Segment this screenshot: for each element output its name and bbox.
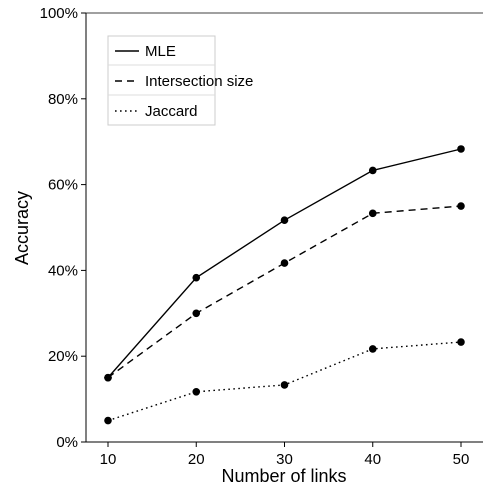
data-point-mle (192, 273, 201, 282)
legend-label-intersection-size: Intersection size (145, 73, 253, 90)
y-tick-label: 100% (40, 5, 78, 22)
data-point-intersection-size (104, 373, 112, 382)
legend-label-mle: MLE (145, 43, 176, 60)
data-point-jaccard (280, 381, 289, 389)
legend: MLE Intersection size Jaccard (107, 35, 253, 126)
data-point-intersection-size (192, 309, 201, 318)
legend-frame (107, 35, 216, 126)
series-points (104, 145, 465, 425)
data-point-intersection-size (457, 202, 465, 210)
y-tick-label: 40% (48, 262, 78, 279)
x-tick-label: 20 (188, 451, 205, 468)
y-tick-label: 20% (48, 348, 78, 365)
x-tick-label: 10 (100, 451, 117, 468)
x-axis-ticks: 10 20 30 40 50 (100, 442, 470, 468)
y-tick-label: 0% (56, 434, 78, 451)
data-point-jaccard (457, 338, 465, 346)
x-tick-label: 30 (276, 451, 293, 468)
data-point-jaccard (368, 345, 377, 353)
y-axis-title: Accuracy (12, 191, 32, 265)
data-point-jaccard (104, 416, 112, 425)
x-axis-title: Number of links (221, 466, 346, 486)
data-point-intersection-size (368, 209, 377, 218)
x-tick-label: 40 (364, 451, 381, 468)
y-axis-ticks: 0% 20% 40% 60% 80% 100% (40, 5, 86, 451)
series-lines (107, 148, 462, 422)
data-point-jaccard (192, 388, 201, 396)
data-point-mle (280, 216, 289, 225)
legend-label-jaccard: Jaccard (145, 103, 198, 120)
y-tick-label: 80% (48, 91, 78, 108)
data-point-mle (368, 166, 377, 175)
series-line-intersection-size (107, 205, 462, 379)
data-point-intersection-size (280, 259, 289, 267)
x-tick-label: 50 (453, 451, 470, 468)
data-point-mle (457, 145, 465, 153)
y-tick-label: 60% (48, 177, 78, 194)
